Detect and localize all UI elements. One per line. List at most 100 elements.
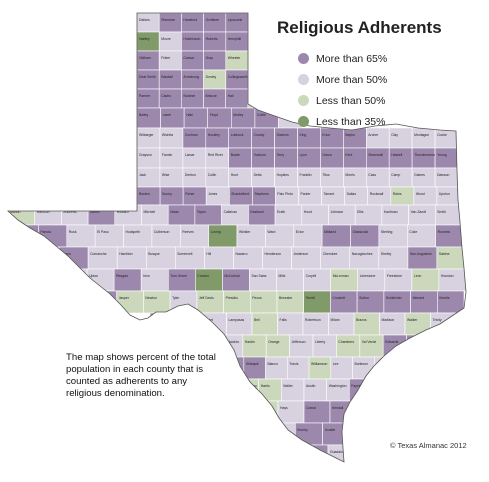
- county-label: Johnson: [331, 210, 344, 214]
- county-label: Mills: [279, 274, 286, 278]
- county-jasper: [116, 290, 144, 314]
- county-label: Bailey: [139, 113, 149, 117]
- county-label: Kent: [345, 153, 352, 157]
- county-carson: [181, 50, 204, 71]
- county-montague: [411, 127, 436, 149]
- county-parker: [298, 186, 322, 206]
- county-burleson: [352, 356, 375, 380]
- county-hopkins: [274, 167, 298, 188]
- county-tom-green: [168, 268, 196, 292]
- county-donley: [203, 69, 227, 90]
- legend-swatch-more-than-50: [298, 74, 309, 85]
- county-label: Madison: [382, 318, 395, 322]
- county-travis: [286, 356, 310, 380]
- county-label: Brewster: [279, 296, 293, 300]
- county-reagan: [113, 268, 142, 292]
- county-cherokee: [320, 246, 351, 270]
- county-hamilton: [116, 246, 147, 270]
- county-mason: [149, 312, 176, 336]
- county-red-river: [205, 147, 230, 169]
- county-lamar: [182, 147, 207, 169]
- legend-item-less-than-35: Less than 35%: [298, 111, 387, 132]
- county-label: Hale: [186, 113, 193, 117]
- county-stonewall: [365, 147, 390, 169]
- county-label: Comanche: [90, 252, 107, 256]
- county-concho: [195, 268, 223, 292]
- county-label: Ellis: [357, 210, 364, 214]
- county-label: Culberson: [154, 230, 170, 234]
- county-hunt: [228, 167, 252, 188]
- county-label: Dallam: [139, 18, 150, 22]
- county-label: Comal: [306, 406, 316, 410]
- county-grayson: [136, 147, 161, 169]
- county-label: Hemphill: [228, 37, 241, 41]
- county-label: Nolan: [170, 210, 179, 214]
- county-label: Angelina: [92, 296, 105, 300]
- county-crosby: [251, 127, 275, 149]
- county-washington: [326, 378, 350, 402]
- county-label: Henderson: [265, 252, 282, 256]
- county-lampasas: [226, 312, 253, 336]
- county-label: Delta: [254, 173, 262, 177]
- county-label: Gregg: [12, 230, 22, 234]
- county-label: Titus: [322, 173, 330, 177]
- county-coryell: [303, 268, 332, 292]
- county-culberson: [151, 224, 181, 248]
- county-robertson: [302, 312, 329, 336]
- county-label: Loving: [211, 230, 221, 234]
- county-waller: [280, 378, 305, 402]
- county-label: Lynn: [300, 153, 307, 157]
- county-uvalde: [322, 422, 351, 446]
- county-label: Callahan: [224, 210, 237, 214]
- county-label: Uvalde: [325, 428, 336, 432]
- legend-swatch-less-than-35: [298, 116, 309, 127]
- county-label: Van Zandt: [411, 210, 426, 214]
- county-moore: [158, 31, 182, 52]
- county-label: Denton: [185, 173, 196, 177]
- county-nolan: [167, 204, 196, 226]
- county-label: Terry: [277, 153, 285, 157]
- county-label: Falls: [280, 318, 287, 322]
- county-walker: [404, 312, 431, 336]
- county-label: Reeves: [182, 230, 194, 234]
- county-label: Kendall: [332, 406, 344, 410]
- county-label: Kimble: [439, 296, 449, 300]
- county-camp: [388, 167, 413, 188]
- legend-label: Less than 50%: [316, 94, 386, 107]
- county-armstrong: [181, 69, 204, 90]
- county-fannin: [159, 147, 184, 169]
- county-shackelford: [229, 186, 253, 206]
- county-scurry: [159, 186, 184, 206]
- county-el-paso: [94, 224, 124, 248]
- county-morris: [343, 167, 367, 188]
- county-brewster: [276, 290, 305, 314]
- county-label: Montague: [414, 133, 429, 137]
- county-somervell: [175, 246, 205, 270]
- county-rains: [390, 186, 415, 206]
- county-harris: [258, 378, 282, 402]
- county-label: Rains: [393, 192, 402, 196]
- county-label: Motley: [233, 113, 243, 117]
- county-label: Polk: [198, 340, 205, 344]
- county-comanche: [87, 246, 118, 270]
- county-bailey: [136, 107, 161, 129]
- county-label: Hunt: [231, 173, 238, 177]
- county-oldham: [136, 50, 160, 71]
- county-franklin: [297, 167, 321, 188]
- county-label: Moore: [161, 37, 171, 41]
- county-erath: [274, 204, 303, 226]
- county-label: Burleson: [355, 362, 368, 366]
- county-wichita: [159, 127, 184, 149]
- county-label: Grimes: [376, 362, 387, 366]
- county-hill: [204, 246, 234, 270]
- county-taylor: [194, 204, 222, 226]
- county-label: Cherokee: [323, 252, 338, 256]
- county-jones: [205, 186, 230, 206]
- county-label: Hockley: [208, 133, 220, 137]
- county-label: Winkler: [239, 230, 251, 234]
- county-label: Randall: [161, 75, 173, 79]
- county-label: San Saba: [252, 274, 267, 278]
- county-gregg: [9, 224, 39, 248]
- county-upton: [86, 268, 115, 292]
